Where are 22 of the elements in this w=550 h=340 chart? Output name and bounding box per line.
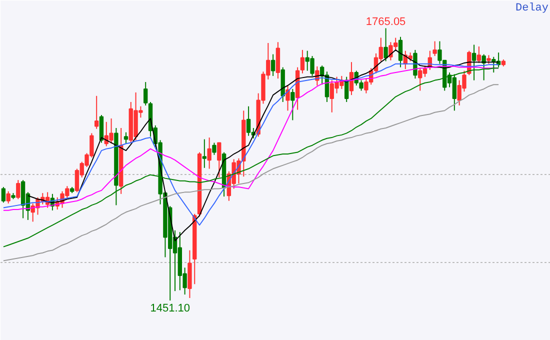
candlestick [16, 180, 20, 200]
text: Delay [515, 2, 549, 14]
candlestick [1, 186, 6, 204]
candlestick [124, 132, 128, 144]
candlestick [207, 137, 212, 170]
candlestick [6, 190, 10, 204]
candlestick [398, 36, 403, 68]
candlestick [432, 40, 437, 57]
candlestick [212, 142, 216, 156]
annotation: 1451.10 [150, 302, 190, 315]
candlestick [94, 95, 99, 130]
candlestick [270, 54, 276, 76]
candlestick [290, 88, 295, 121]
candlestick [202, 138, 207, 168]
candlestick [300, 49, 305, 74]
candlestick [413, 49, 418, 80]
candlestick [217, 142, 222, 178]
annotation: 1765.05 [366, 16, 406, 28]
candlestick [384, 28, 388, 62]
candlestick [286, 85, 290, 112]
candlestick [476, 46, 482, 64]
candlestick [99, 114, 104, 144]
